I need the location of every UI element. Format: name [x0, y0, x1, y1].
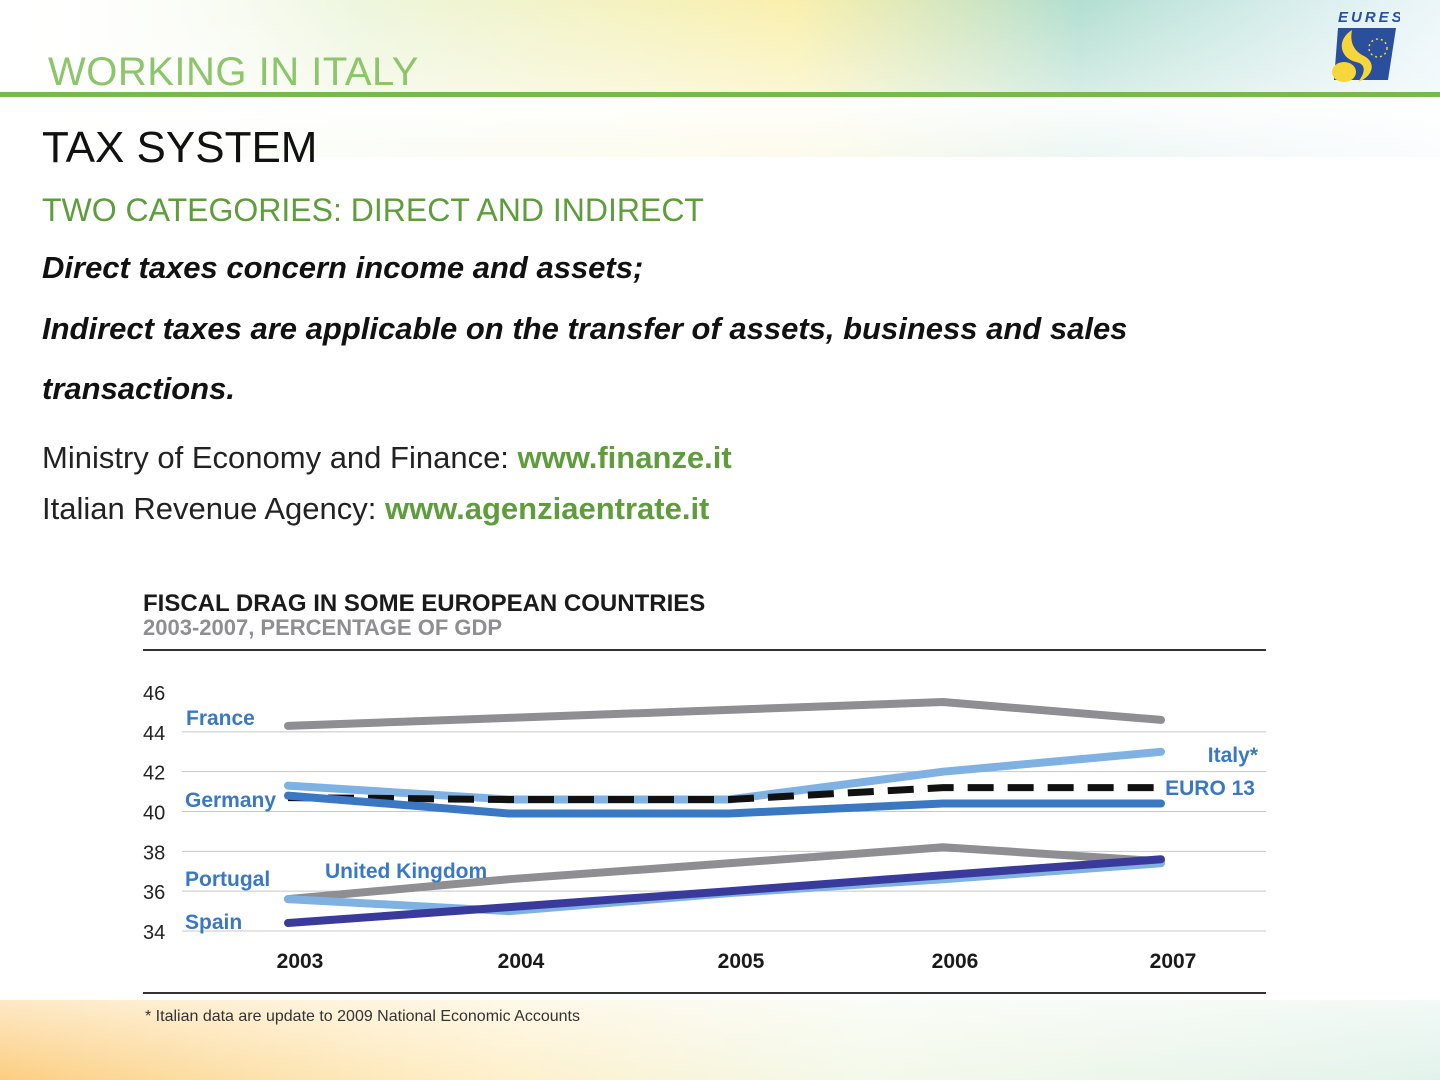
y-tick-label: 44: [143, 723, 165, 745]
series-line-euro-13: [287, 784, 1165, 803]
x-tick-label: 2005: [718, 950, 765, 973]
finanze-link[interactable]: www.finanze.it: [517, 440, 732, 475]
y-tick-label: 34: [143, 922, 165, 944]
ministry-label: Ministry of Economy and Finance:: [42, 440, 518, 475]
series-label: Spain: [185, 911, 242, 934]
series-label: Portugal: [185, 868, 270, 891]
series-line-france: [284, 698, 1165, 730]
x-tick-label: 2003: [277, 950, 324, 973]
series-label: EURO 13: [1165, 777, 1255, 800]
ministry-link-row: Ministry of Economy and Finance: www.fin…: [42, 440, 732, 476]
eures-logo: EURES: [1326, 6, 1402, 88]
series-line-spain: [284, 855, 1165, 927]
chart-title: FISCAL DRAG IN SOME EUROPEAN COUNTRIES: [143, 590, 705, 617]
direct-taxes-text: Direct taxes concern income and assets;: [42, 250, 644, 285]
series-line-united-kingdom: [284, 843, 1165, 904]
agency-label: Italian Revenue Agency:: [42, 491, 385, 526]
header-divider: [0, 92, 1440, 97]
series-label: Germany: [185, 789, 276, 812]
eures-logo-icon: EURES: [1332, 9, 1402, 82]
series-line-germany: [284, 791, 1165, 818]
agency-link-row: Italian Revenue Agency: www.agenziaentra…: [42, 491, 709, 527]
y-tick-label: 46: [143, 683, 165, 705]
indirect-taxes-text-line-1: Indirect taxes are applicable on the tra…: [42, 311, 1128, 346]
series-label: United Kingdom: [325, 860, 487, 883]
x-tick-label: 2006: [932, 950, 979, 973]
series-label: France: [186, 707, 255, 730]
y-tick-label: 40: [143, 803, 165, 825]
section-subtitle: TWO CATEGORIES: DIRECT AND INDIRECT: [42, 192, 704, 228]
y-tick-label: 38: [143, 842, 165, 864]
y-tick-label: 36: [143, 882, 165, 904]
x-tick-label: 2007: [1150, 950, 1197, 973]
chart-subtitle: 2003-2007, PERCENTAGE OF GDP: [143, 615, 502, 640]
y-tick-label: 42: [143, 763, 165, 785]
chart-footnote: * Italian data are update to 2009 Nation…: [145, 1008, 580, 1025]
series-line-italy: [284, 747, 1165, 804]
x-tick-label: 2004: [498, 950, 545, 973]
svg-text:EURES: EURES: [1338, 9, 1400, 26]
indirect-taxes-text-line-2: transactions.: [42, 371, 235, 406]
page-title: TAX SYSTEM: [42, 123, 318, 172]
agenziaentrate-link[interactable]: www.agenziaentrate.it: [384, 491, 710, 526]
series-label: Italy*: [1208, 744, 1259, 767]
header-title: WORKING IN ITALY: [48, 50, 419, 94]
